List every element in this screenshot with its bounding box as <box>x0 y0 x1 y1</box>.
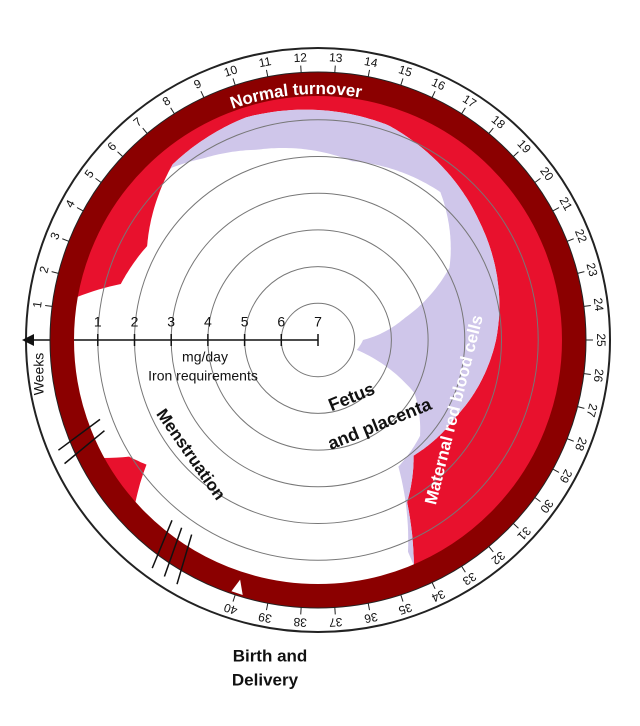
week-label: 12 <box>293 50 308 65</box>
week-label: 37 <box>328 615 343 630</box>
scale-label: Iron requirements <box>148 368 258 384</box>
event-label: Delivery <box>232 670 299 689</box>
scale-tick-label: 3 <box>167 314 175 330</box>
week-label: 25 <box>594 333 608 347</box>
scale-tick-label: 1 <box>94 314 102 330</box>
week-label: 13 <box>329 50 344 65</box>
scale-tick-label: 4 <box>204 314 212 330</box>
weeks-label: Weeks <box>31 353 47 396</box>
scale-unit: mg/day <box>182 349 228 365</box>
event-label: Birth and <box>233 646 308 665</box>
scale-tick-label: 7 <box>314 314 322 330</box>
scale-tick-label: 5 <box>241 314 249 330</box>
scale-tick-label: 2 <box>131 314 139 330</box>
week-label: 26 <box>591 368 607 383</box>
week-label: 38 <box>293 615 308 630</box>
week-label: 24 <box>591 297 607 312</box>
scale-tick-label: 6 <box>277 314 285 330</box>
